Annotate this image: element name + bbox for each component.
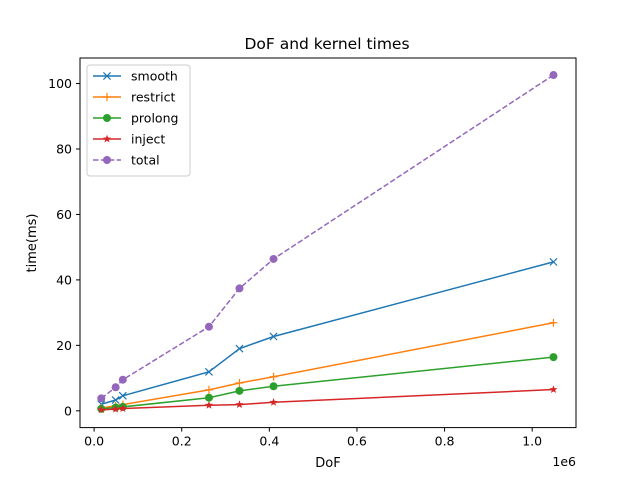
data-point-smooth	[269, 332, 278, 341]
y-axis-label: time(ms)	[25, 214, 40, 273]
x-tick-label: 0.4	[259, 434, 279, 449]
x-tick-label: 0.0	[84, 434, 104, 449]
data-point-smooth	[118, 391, 127, 400]
data-point-smooth	[235, 344, 244, 353]
data-point-restrict	[269, 372, 278, 381]
series-line-inject	[101, 388, 554, 411]
y-tick-label: 80	[56, 141, 72, 156]
data-point-total	[118, 375, 127, 384]
data-point-inject	[97, 405, 106, 414]
x-tick-label: 0.6	[347, 434, 367, 449]
data-point-smooth	[204, 367, 213, 376]
data-point-smooth	[549, 257, 558, 266]
y-tick-label: 60	[56, 207, 72, 222]
data-point-prolong	[204, 393, 213, 402]
legend-label-inject: inject	[131, 132, 165, 147]
data-point-inject	[269, 398, 278, 406]
axis-ticks: 0.0 0.2 0.4 0.6 0.8 1.0 0 20 40 60 80 100	[48, 76, 542, 449]
x-offset-label: 1e6	[552, 454, 576, 469]
data-point-total	[269, 254, 278, 263]
data-point-prolong	[269, 382, 278, 391]
chart-title: DoF and kernel times	[244, 35, 409, 53]
data-point-total	[235, 284, 244, 293]
data-point-smooth	[111, 395, 120, 405]
series-total	[97, 71, 558, 403]
y-tick-label: 40	[56, 272, 72, 287]
legend-box	[86, 64, 191, 177]
data-point-inject	[549, 385, 558, 394]
legend-label-restrict: restrict	[131, 90, 175, 105]
series-line-smooth	[101, 261, 554, 405]
y-tick-label: 0	[64, 403, 72, 418]
series-line-restrict	[101, 322, 554, 409]
legend-marker-smooth	[102, 71, 112, 81]
x-axis-label: DoF	[315, 456, 340, 471]
x-tick-label: 0.8	[435, 434, 455, 449]
legend: smooth restrict prolong inject total	[86, 64, 191, 177]
legend-marker-prolong	[103, 114, 111, 122]
series-inject	[97, 385, 558, 414]
data-point-inject	[204, 400, 214, 409]
legend-marker-restrict	[103, 93, 111, 101]
x-tick-label: 1.0	[522, 434, 542, 449]
data-point-total	[111, 383, 120, 392]
legend-marker-total	[103, 156, 111, 164]
data-point-inject	[111, 404, 120, 413]
legend-label-prolong: prolong	[131, 111, 178, 126]
y-tick-label: 100	[48, 76, 72, 91]
data-point-restrict	[204, 385, 213, 394]
legend-label-smooth: smooth	[131, 69, 178, 84]
plot-frame	[79, 57, 577, 429]
data-point-total	[97, 394, 106, 403]
series-layer	[97, 71, 558, 414]
legend-label-total: total	[131, 153, 160, 168]
data-point-restrict	[235, 378, 244, 387]
data-point-restrict	[549, 318, 558, 327]
y-tick-label: 20	[56, 338, 72, 353]
series-smooth	[97, 257, 558, 409]
data-point-inject	[118, 404, 127, 412]
data-point-total	[549, 71, 558, 80]
data-point-inject	[235, 400, 244, 409]
data-point-prolong	[549, 353, 558, 362]
legend-marker-inject	[102, 134, 112, 143]
x-tick-label: 0.2	[172, 434, 192, 449]
data-point-total	[204, 322, 213, 331]
series-restrict	[97, 318, 558, 412]
data-point-prolong	[235, 386, 244, 395]
